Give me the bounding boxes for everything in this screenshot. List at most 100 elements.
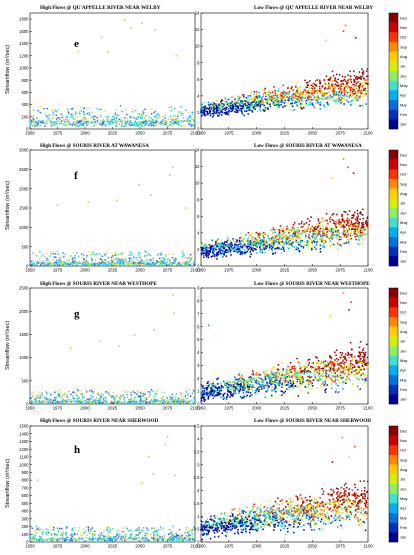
data-point: [288, 230, 290, 232]
data-point: [226, 255, 228, 257]
data-point: [121, 118, 122, 119]
data-point: [130, 394, 131, 395]
data-point: [307, 97, 309, 99]
colorbar-label: Jul: [400, 64, 405, 69]
data-point: [333, 222, 335, 224]
data-point: [347, 79, 349, 81]
data-point: [291, 88, 293, 90]
data-point: [343, 211, 345, 213]
data-point: [138, 255, 139, 256]
data-point: [227, 244, 229, 246]
data-point: [239, 248, 241, 250]
data-point: [59, 390, 60, 391]
data-point: [225, 249, 227, 251]
data-point: [267, 103, 269, 105]
data-point: [201, 247, 203, 249]
data-point: [46, 393, 47, 394]
data-point: [241, 108, 243, 110]
data-point: [292, 93, 294, 95]
data-point: [325, 83, 327, 85]
data-point: [355, 239, 357, 241]
data-point: [78, 256, 79, 257]
data-point: [136, 117, 137, 118]
data-point: [311, 240, 313, 242]
data-point: [111, 257, 112, 258]
data-point: [153, 402, 154, 403]
data-point: [293, 97, 295, 99]
y-tick-label: 500: [22, 378, 30, 383]
data-point: [59, 121, 60, 122]
data-point: [43, 263, 44, 264]
data-point: [114, 260, 115, 261]
data-point: [281, 386, 283, 388]
data-point: [145, 124, 146, 125]
data-point: [145, 115, 146, 116]
data-point: [174, 123, 175, 124]
data-point: [335, 101, 337, 103]
data-point: [361, 352, 363, 354]
data-point: [32, 261, 33, 262]
colorbar-label: Dec: [400, 152, 407, 157]
data-point: [151, 108, 152, 109]
data-point: [364, 381, 366, 383]
data-point: [236, 246, 238, 248]
data-point: [119, 397, 120, 398]
data-point: [346, 241, 348, 243]
data-point: [218, 243, 220, 245]
data-point: [112, 254, 113, 255]
data-point: [65, 263, 66, 264]
data-point: [205, 244, 207, 246]
data-point: [101, 124, 102, 125]
data-point: [108, 257, 109, 258]
data-point: [164, 117, 165, 118]
data-point: [69, 401, 70, 402]
data-point: [68, 261, 69, 262]
data-point: [119, 121, 120, 122]
data-point: [73, 121, 74, 122]
data-point: [246, 97, 248, 99]
data-point: [328, 237, 330, 239]
data-point: [260, 249, 262, 251]
data-point: [331, 388, 333, 390]
data-point: [201, 253, 203, 255]
data-point: [270, 229, 272, 231]
data-point: [350, 104, 352, 106]
data-point: [76, 123, 77, 124]
data-point: [122, 394, 123, 395]
data-point: [61, 393, 62, 394]
data-point: [320, 251, 322, 253]
data-point: [79, 113, 80, 114]
data-point: [52, 253, 53, 254]
data-point: [220, 106, 222, 108]
data-point: [257, 103, 259, 105]
data-point: [277, 104, 279, 106]
data-point: [279, 235, 281, 237]
data-point: [250, 108, 252, 110]
data-point: [49, 114, 50, 115]
data-point: [111, 264, 112, 265]
data-point: [128, 399, 129, 400]
data-point: [219, 251, 221, 253]
data-point: [162, 264, 163, 265]
data-point: [219, 247, 221, 249]
x-tick-label: 2075: [336, 268, 346, 273]
data-point: [248, 241, 250, 243]
data-point: [31, 261, 32, 262]
data-point: [255, 100, 257, 102]
data-point: [350, 224, 352, 226]
data-point: [53, 400, 54, 401]
data-point: [361, 225, 363, 227]
data-point: [353, 224, 355, 226]
data-point: [210, 115, 212, 117]
data-point: [272, 98, 274, 100]
data-point: [331, 229, 333, 231]
y-tick-label: 2000: [19, 309, 29, 314]
data-point: [34, 126, 35, 127]
data-point: [259, 247, 261, 249]
data-point: [283, 233, 285, 235]
data-point: [160, 262, 161, 263]
data-point: [73, 400, 74, 401]
data-point: [78, 397, 79, 398]
data-point: [273, 94, 275, 96]
data-point: [256, 243, 258, 245]
